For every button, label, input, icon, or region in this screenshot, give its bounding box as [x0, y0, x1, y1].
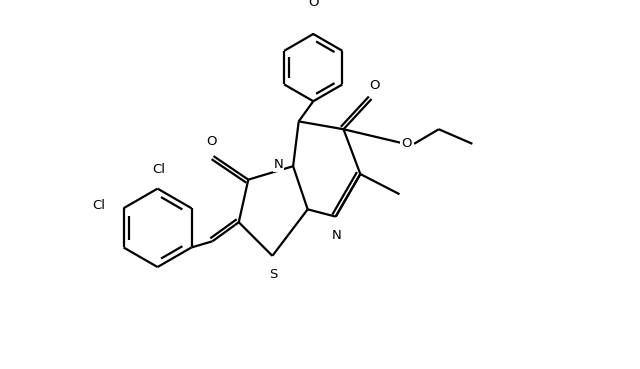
Text: N: N [332, 229, 342, 242]
Text: O: O [401, 137, 412, 150]
Text: S: S [269, 268, 278, 281]
Text: O: O [206, 135, 216, 148]
Text: Cl: Cl [152, 163, 165, 176]
Text: O: O [308, 0, 319, 9]
Text: N: N [273, 158, 283, 171]
Text: Cl: Cl [93, 200, 106, 213]
Text: O: O [369, 79, 380, 92]
